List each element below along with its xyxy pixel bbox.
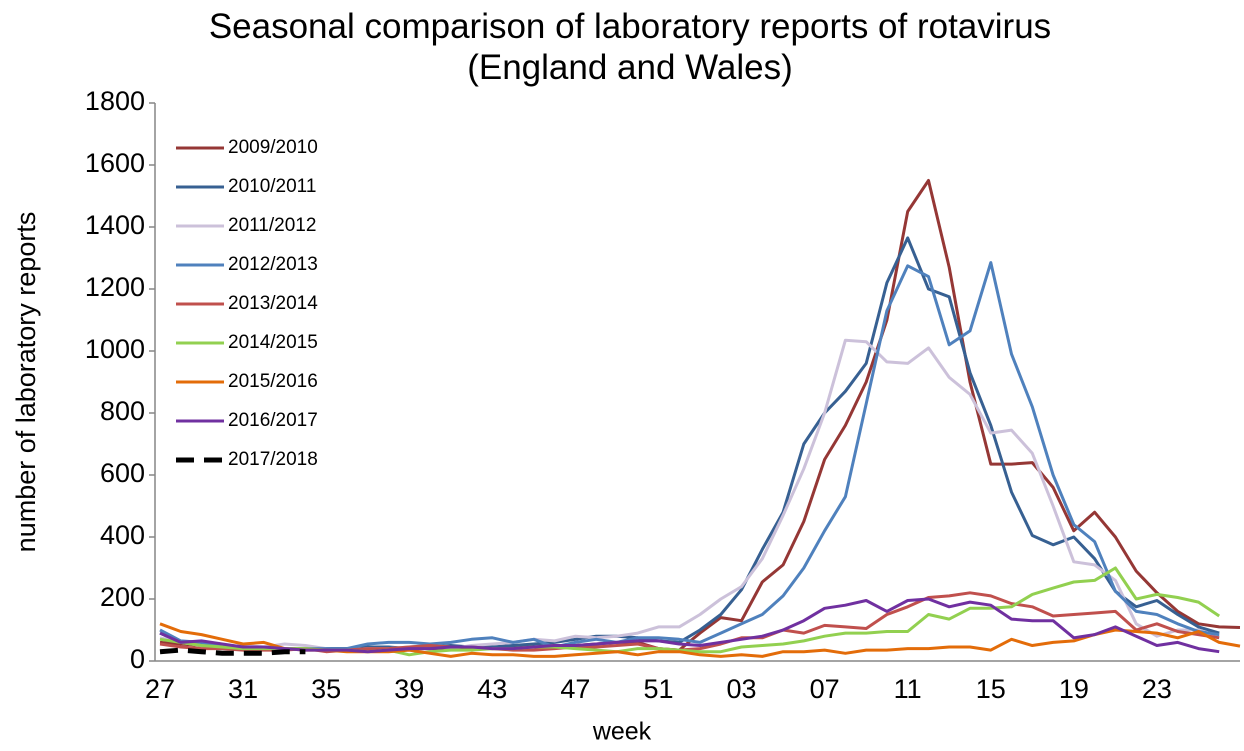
y-tick-label: 800 [100, 396, 145, 426]
y-tick-label: 1000 [85, 334, 145, 364]
series-line [159, 647, 306, 656]
x-tick-label: 39 [394, 674, 424, 704]
y-tick-label: 0 [130, 644, 145, 674]
x-tick-label: 51 [643, 674, 673, 704]
x-tick-label: 19 [1059, 674, 1089, 704]
legend-label: 2012/2013 [228, 254, 318, 275]
x-tick-label: 31 [228, 674, 258, 704]
x-tick-label: 15 [976, 674, 1006, 704]
x-tick-label: 43 [477, 674, 507, 704]
legend-label: 2010/2011 [228, 176, 316, 197]
y-tick-label: 600 [100, 458, 145, 488]
x-tick-label: 23 [1142, 674, 1172, 704]
series-line [159, 261, 1220, 651]
legend-label: 2009/2010 [228, 137, 318, 158]
y-tick-label: 400 [100, 520, 145, 550]
series-line [159, 597, 1220, 654]
x-tick-label: 11 [894, 674, 922, 704]
y-tick-label: 1800 [85, 86, 145, 116]
chart-title: Seasonal comparison of laboratory report… [208, 7, 1052, 87]
y-tick-label: 1400 [85, 210, 145, 240]
legend-label: 2015/2016 [228, 371, 318, 392]
y-tick-label: 200 [100, 582, 145, 612]
x-tick-label: 35 [311, 674, 341, 704]
y-axis-label: number of laboratory reports [11, 212, 41, 553]
legend-label: 2017/2018 [228, 449, 318, 470]
series-line [159, 179, 1241, 652]
legend-label: 2014/2015 [228, 332, 318, 353]
x-axis-label: week [592, 718, 652, 746]
y-tick-label: 1600 [85, 148, 145, 178]
x-tick-label: 27 [145, 674, 175, 704]
x-tick-label: 47 [560, 674, 590, 704]
legend-label: 2011/2012 [228, 215, 316, 236]
x-tick-label: 03 [727, 674, 757, 704]
legend-label: 2013/2014 [228, 293, 318, 314]
y-tick-label: 1200 [85, 272, 145, 302]
legend-label: 2016/2017 [228, 410, 318, 431]
x-tick-label: 07 [810, 674, 840, 704]
